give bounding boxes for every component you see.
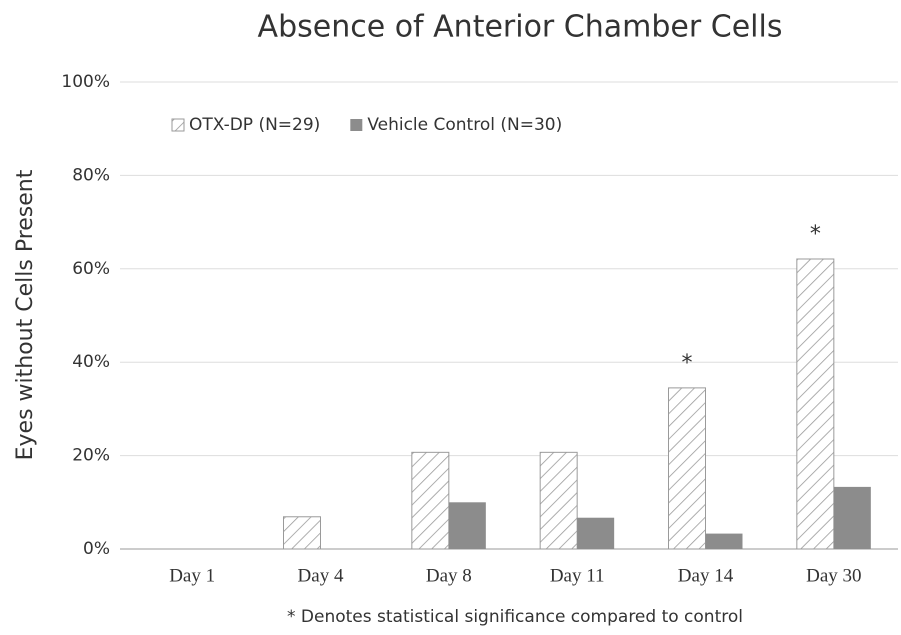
x-tick-label: Day 11 [550, 565, 605, 586]
x-tick-label: Day 14 [678, 565, 734, 586]
legend-label: OTX-DP (N=29) [189, 115, 320, 135]
bar [283, 516, 321, 550]
chart-title: Absence of Anterior Chamber Cells [258, 10, 783, 45]
x-tick-label: Day 8 [426, 565, 472, 586]
footnote: * Denotes statistical significance compa… [287, 607, 743, 627]
bar [796, 258, 835, 550]
x-tick-label: Day 30 [806, 565, 861, 586]
legend-swatch [171, 118, 185, 132]
bar [448, 502, 486, 549]
legend-swatch [350, 119, 363, 131]
bar [577, 517, 615, 549]
x-tick-label: Day 4 [298, 565, 344, 586]
y-tick-label: 60% [72, 259, 110, 279]
annotation: * [810, 222, 821, 247]
y-axis-label: Eyes without Cells Present [13, 169, 38, 460]
y-tick-label: 100% [61, 72, 110, 92]
bar [705, 533, 743, 549]
x-tick-label: Day 1 [169, 565, 215, 586]
y-tick-label: 80% [72, 165, 110, 185]
y-tick-label: 20% [72, 446, 110, 466]
y-tick-label: 40% [72, 352, 110, 372]
y-tick-label: 0% [83, 539, 110, 559]
bar [411, 451, 450, 550]
bar [539, 451, 578, 550]
legend-label: Vehicle Control (N=30) [367, 115, 562, 135]
annotation: * [682, 351, 693, 376]
bar [833, 486, 871, 549]
bar [668, 387, 706, 550]
